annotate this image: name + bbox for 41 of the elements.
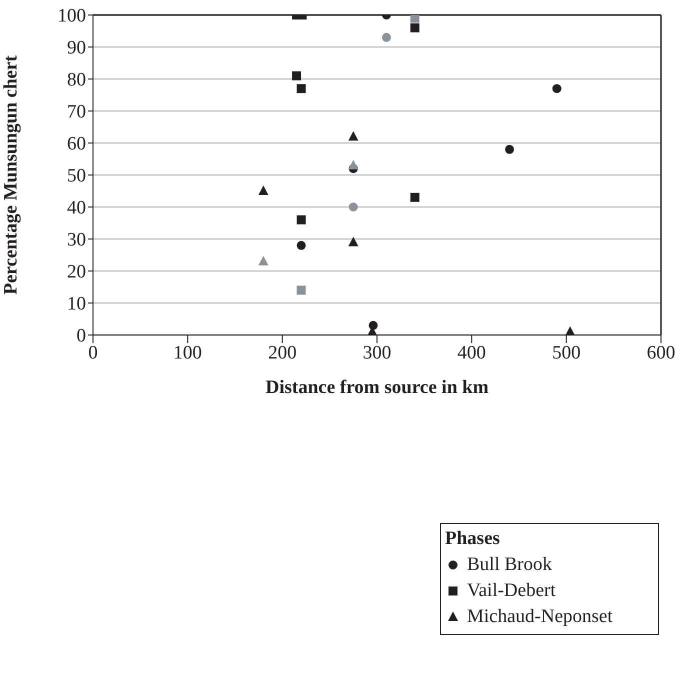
point <box>258 186 268 195</box>
y-axis-title: Percentage Munsungun chert <box>0 54 22 295</box>
x-tick-label: 300 <box>362 342 392 364</box>
point <box>565 326 576 335</box>
point <box>348 202 358 212</box>
y-tick-label: 80 <box>67 70 86 91</box>
point <box>410 15 420 23</box>
point <box>296 240 306 250</box>
x-tick-label: 200 <box>268 342 297 364</box>
point <box>296 286 306 295</box>
y-tick-label: 70 <box>67 102 86 123</box>
legend-label: Bull Brook <box>467 553 552 577</box>
legend-title: Phases <box>445 528 501 550</box>
point <box>348 160 358 170</box>
point <box>348 131 358 141</box>
y-tick-label: 10 <box>67 294 86 315</box>
point <box>292 71 302 80</box>
point <box>410 192 420 202</box>
x-tick-label: 400 <box>457 342 486 364</box>
point <box>505 144 514 154</box>
y-tick-label: 20 <box>67 262 86 283</box>
y-tick-label: 100 <box>58 6 86 27</box>
legend-label: Vail-Debert <box>467 579 556 603</box>
point <box>258 256 268 266</box>
point <box>348 236 358 246</box>
point <box>410 23 420 32</box>
point <box>296 84 306 94</box>
y-tick-label: 90 <box>67 38 86 59</box>
y-tick-label: 40 <box>67 198 86 219</box>
x-tick-label: 500 <box>552 342 581 364</box>
x-tick-label: 100 <box>173 342 202 364</box>
x-tick-label: 600 <box>646 342 676 364</box>
y-tick-label: 0 <box>76 326 86 347</box>
point <box>552 84 562 94</box>
y-tick-label: 50 <box>67 166 86 187</box>
point <box>296 215 306 224</box>
x-axis-title: Distance from source in km <box>265 377 489 398</box>
legend-label: Michaud-Neponset <box>467 605 613 629</box>
y-tick-label: 30 <box>67 230 86 251</box>
point <box>382 32 391 42</box>
y-tick-label: 60 <box>67 134 86 155</box>
